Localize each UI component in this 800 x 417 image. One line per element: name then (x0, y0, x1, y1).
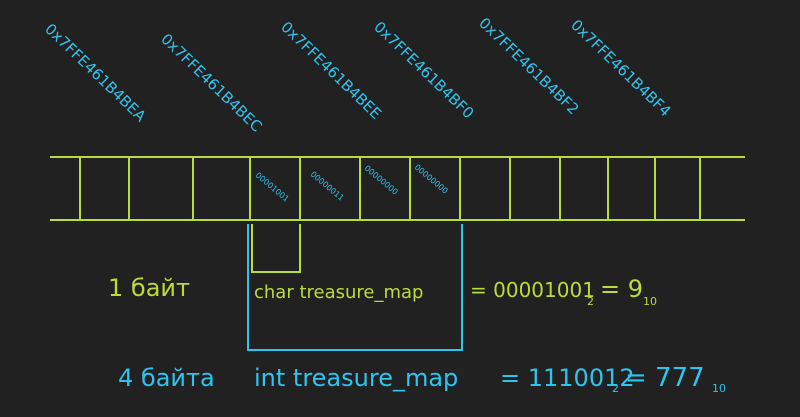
byte-values: 00001001 00000011 00000000 00000000 (254, 163, 450, 204)
int-size-label: 4 байта (118, 364, 215, 392)
char-bracket (251, 224, 301, 273)
address-label-0: 0x7FFE461B4BEA (41, 20, 150, 126)
address-label-3: 0x7FFE461B4BF0 (370, 18, 477, 122)
char-equals-decimal: = 9 (600, 275, 643, 303)
address-labels: 0x7FFE461B4BEA 0x7FFE461B4BEC 0x7FFE461B… (41, 14, 674, 136)
char-binary-subscript: 2 (587, 295, 594, 308)
char-equals-binary: = 00001001 (470, 278, 595, 302)
address-label-2: 0x7FFE461B4BEE (277, 18, 385, 123)
byte-value-3: 00000000 (413, 163, 450, 196)
char-expression: char treasure_map (254, 282, 423, 303)
int-expression: int treasure_map (254, 364, 458, 392)
address-label-1: 0x7FFE461B4BEC (157, 30, 265, 136)
char-line: 1 байт char treasure_map = 00001001 2 = … (108, 274, 657, 308)
address-label-4: 0x7FFE461B4BF2 (475, 14, 582, 118)
byte-value-0: 00001001 (254, 171, 291, 204)
char-size-label: 1 байт (108, 274, 190, 302)
byte-value-2: 00000000 (363, 164, 400, 197)
int-line: 4 байта int treasure_map = 1110012 2 = 7… (118, 363, 726, 395)
int-binary-subscript: 2 (612, 382, 619, 395)
int-decimal-subscript: 10 (712, 382, 726, 395)
int-equals-decimal: = 777 (625, 363, 705, 393)
address-label-5: 0x7FFE461B4BF4 (567, 16, 674, 120)
memory-strip (50, 156, 745, 221)
byte-value-1: 00000011 (309, 170, 346, 203)
int-bracket (247, 224, 463, 351)
int-equals-binary: = 1110012 (500, 364, 635, 392)
cell-dividers (79, 157, 701, 220)
char-decimal-subscript: 10 (643, 295, 657, 308)
